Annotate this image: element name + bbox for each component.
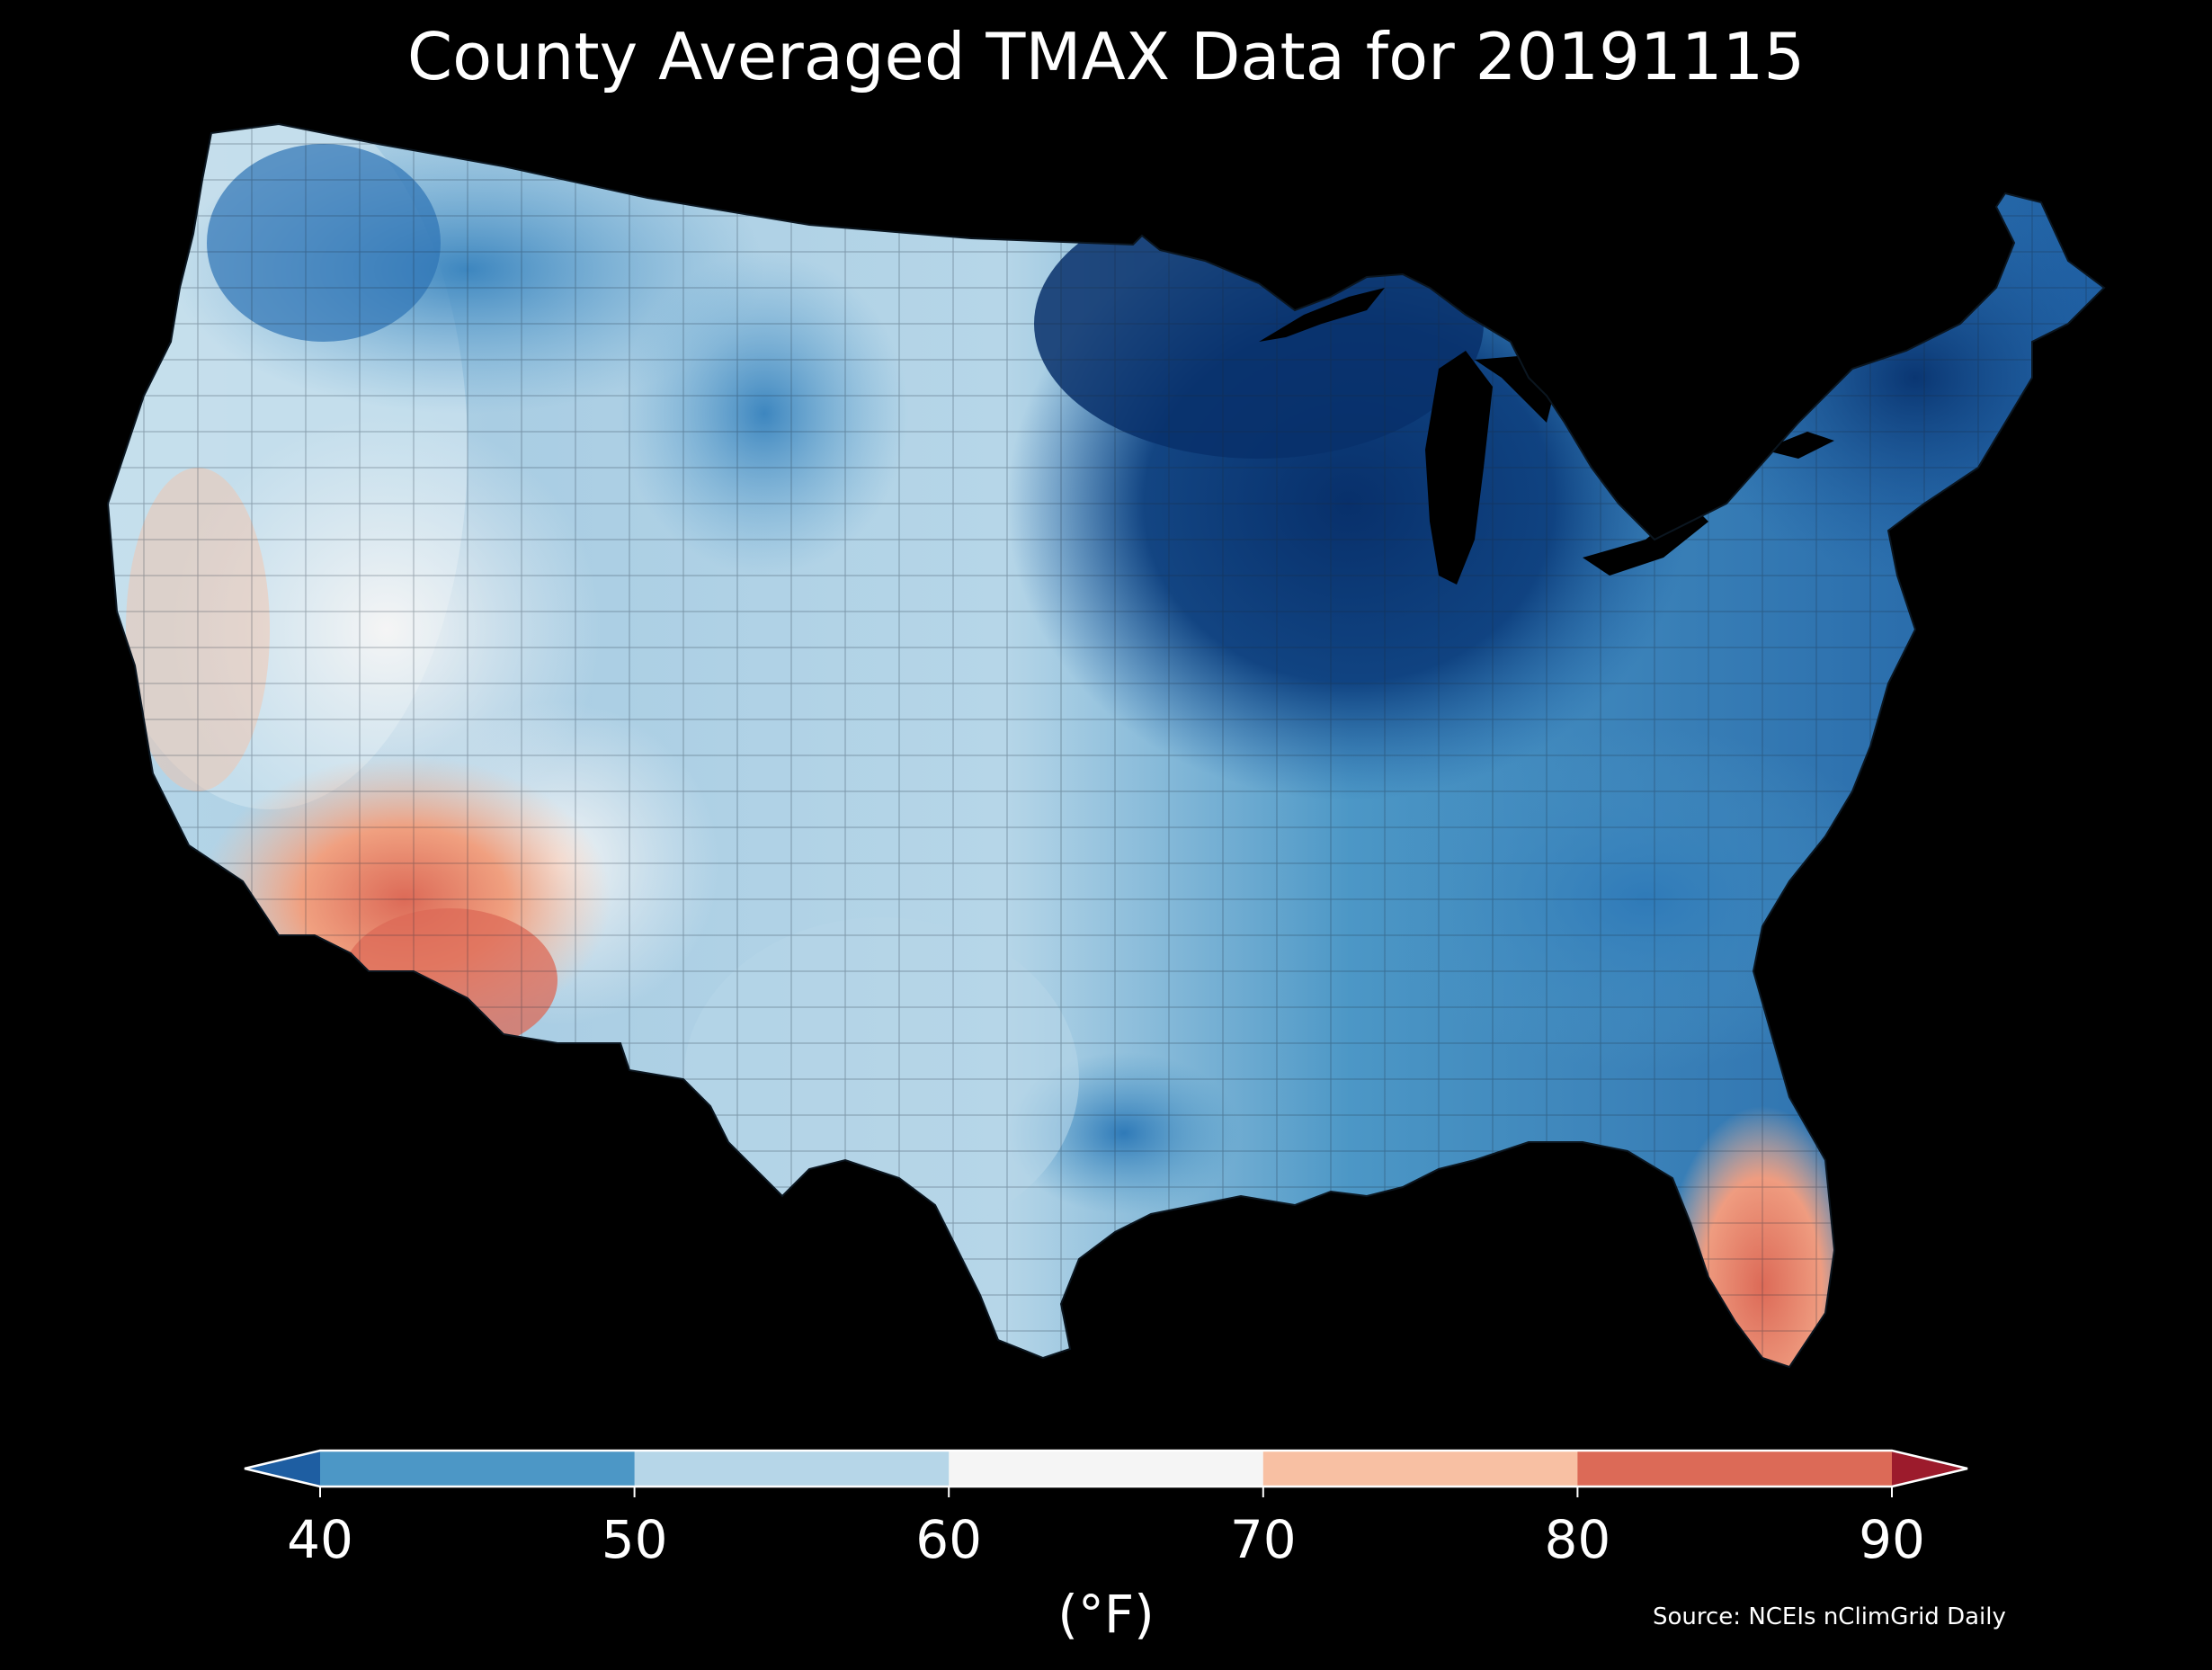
great-lakes <box>1259 288 1834 585</box>
colorbar-tick-label: 40 <box>287 1509 353 1570</box>
colorbar-unit-label: (°F) <box>1057 1584 1155 1645</box>
colorbar-tick-label: 60 <box>915 1509 983 1570</box>
colorbar-tick-label: 70 <box>1229 1509 1297 1570</box>
colorbar-tick-label: 80 <box>1544 1509 1611 1570</box>
chart-title: County Averaged TMAX Data for 20191115 <box>406 19 1806 94</box>
colorbar-tick-label: 50 <box>601 1509 668 1570</box>
source-credit: Source: NCEIs nClimGrid Daily <box>1653 1603 2006 1630</box>
us-outline <box>106 122 2106 1369</box>
colorbar-tick-label: 90 <box>1859 1509 1925 1570</box>
choropleth-fill <box>108 124 2104 1367</box>
